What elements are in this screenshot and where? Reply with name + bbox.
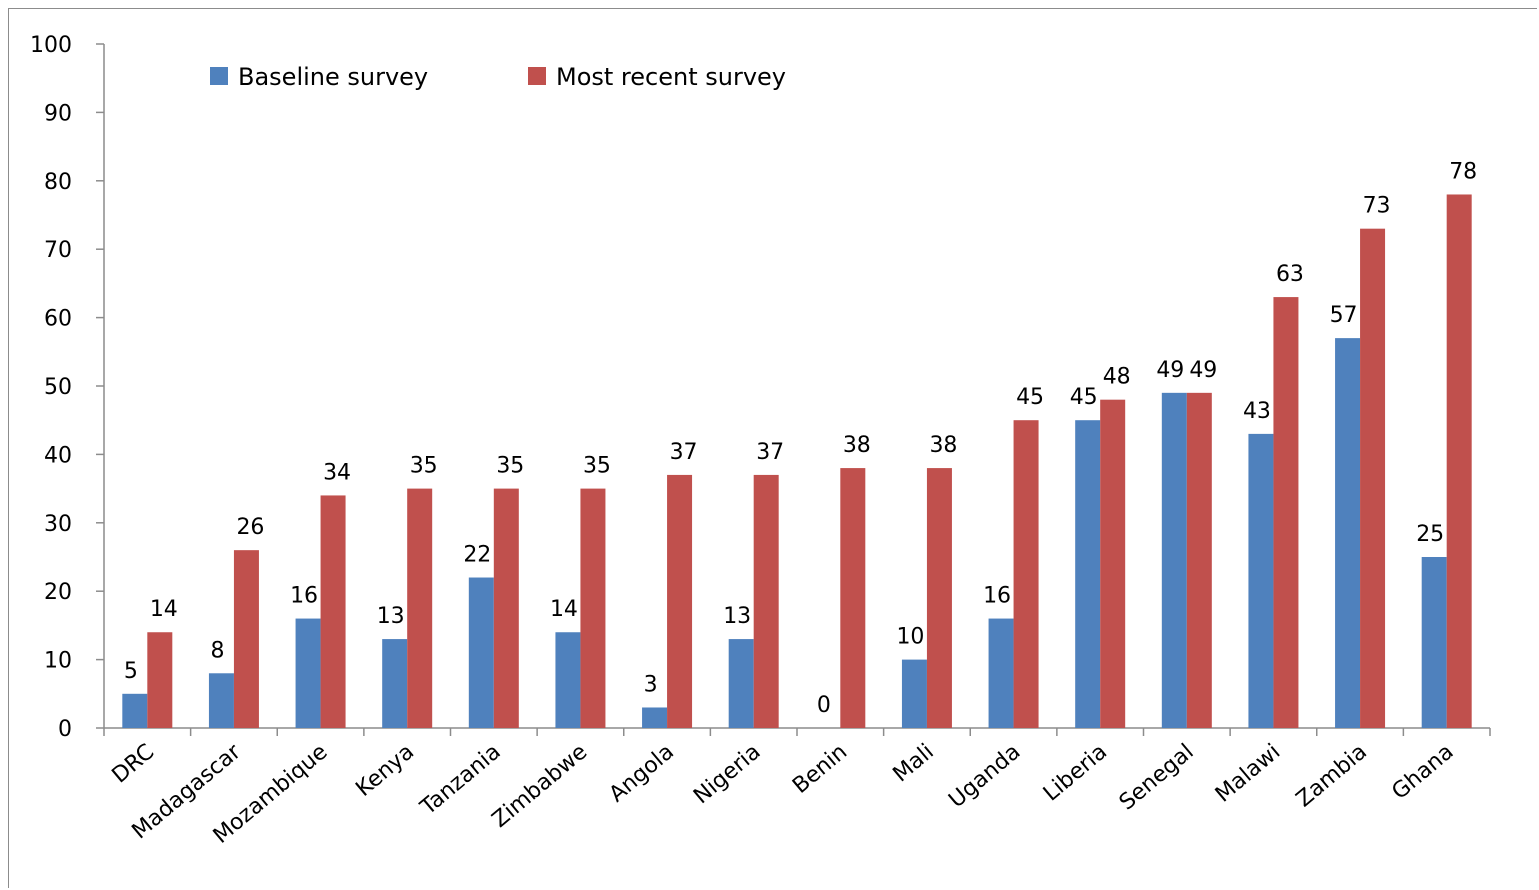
legend-swatch-baseline [210,67,228,85]
baseline-bar-zambia [1335,338,1361,728]
recent-bar-tanzania [493,488,519,728]
recent-value-label: 35 [496,454,524,479]
recent-bar-mozambique [320,495,346,728]
baseline-value-label: 16 [983,584,1011,609]
legend-label-recent: Most recent survey [556,63,786,91]
y-tick-label: 20 [44,580,72,605]
chart-data-labels: 5 8 16 13 22 14 3 13 0 10 16 45 49 43 57 25 14 26 34 35 35 35… [124,159,1477,718]
baseline-bar-kenya [382,639,408,728]
x-category-label: Liberia [1039,739,1112,806]
y-tick-label: 80 [44,170,72,195]
baseline-bar-senegal [1161,392,1187,728]
baseline-bar-malawi [1248,433,1274,728]
recent-bar-senegal [1186,392,1212,728]
baseline-value-label: 5 [124,659,138,684]
x-category-label: Uganda [944,739,1025,813]
y-tick-label: 100 [30,33,72,58]
recent-value-label: 78 [1449,159,1477,184]
baseline-bar-zimbabwe [555,632,581,728]
recent-bar-uganda [1013,420,1039,728]
recent-value-label: 38 [843,433,871,458]
x-category-label: Mali [888,739,938,787]
y-tick-label: 90 [44,101,72,126]
baseline-value-label: 14 [550,597,578,622]
recent-value-label: 37 [670,440,698,465]
recent-bar-liberia [1100,399,1126,728]
recent-value-label: 38 [929,433,957,458]
x-category-label: DRC [107,739,159,788]
y-tick-label: 10 [44,649,72,674]
chart-bars [122,194,1472,729]
recent-bar-drc [147,632,173,728]
recent-value-label: 14 [150,597,178,622]
y-tick-label: 50 [44,375,72,400]
x-category-label: Malawi [1211,739,1285,807]
x-category-label: Senegal [1115,739,1199,815]
recent-bar-zimbabwe [580,488,606,728]
baseline-value-label: 45 [1070,385,1098,410]
baseline-value-label: 13 [723,604,751,629]
x-category-label: Zambia [1292,739,1372,812]
legend-swatch-recent [528,67,546,85]
baseline-value-label: 49 [1156,358,1184,383]
recent-bar-kenya [407,488,433,728]
baseline-bar-mozambique [295,618,321,728]
y-tick-label: 0 [58,717,72,742]
recent-value-label: 37 [756,440,784,465]
baseline-value-label: 25 [1416,522,1444,547]
baseline-bar-madagascar [208,673,234,728]
y-tick-label: 60 [44,307,72,332]
baseline-value-label: 8 [210,638,224,663]
baseline-value-label: 22 [463,543,491,568]
recent-value-label: 35 [583,454,611,479]
x-category-label: Nigeria [689,739,765,809]
recent-value-label: 73 [1363,194,1391,219]
recent-value-label: 34 [323,460,351,485]
recent-bar-nigeria [753,474,779,728]
legend-label-baseline: Baseline survey [238,63,428,91]
recent-bar-zambia [1360,228,1386,728]
baseline-bar-mali [901,659,927,728]
y-tick-label: 70 [44,238,72,263]
x-category-label: Kenya [351,739,419,801]
chart-legend: Baseline survey Most recent survey [210,63,786,91]
baseline-value-label: 3 [644,672,658,697]
recent-value-label: 63 [1276,262,1304,287]
x-category-label: Tanzania [415,739,505,820]
baseline-value-label: 0 [817,693,831,718]
baseline-value-label: 16 [290,584,318,609]
recent-bar-madagascar [233,550,259,728]
x-category-label: Benin [788,739,852,798]
baseline-bar-tanzania [468,577,494,728]
recent-bar-mali [926,468,952,728]
recent-bar-benin [840,468,866,728]
baseline-value-label: 13 [377,604,405,629]
x-category-label: Angola [605,739,679,807]
recent-value-label: 48 [1103,365,1131,390]
recent-value-label: 35 [410,454,438,479]
recent-value-label: 26 [236,515,264,540]
y-tick-label: 40 [44,443,72,468]
baseline-value-label: 10 [896,625,924,650]
baseline-bar-liberia [1075,420,1101,728]
baseline-value-label: 57 [1330,303,1358,328]
baseline-bar-ghana [1421,557,1447,728]
recent-value-label: 45 [1016,385,1044,410]
baseline-bar-angola [642,707,668,728]
x-category-label: Zimbabwe [488,739,593,832]
baseline-bar-nigeria [728,639,754,728]
baseline-value-label: 43 [1243,399,1271,424]
recent-value-label: 49 [1189,358,1217,383]
y-tick-label: 30 [44,512,72,537]
x-category-label: Ghana [1387,739,1458,804]
recent-bar-angola [667,474,693,728]
baseline-bar-drc [122,693,148,728]
recent-bar-malawi [1273,297,1299,728]
recent-bar-ghana [1446,194,1472,729]
baseline-bar-uganda [988,618,1014,728]
